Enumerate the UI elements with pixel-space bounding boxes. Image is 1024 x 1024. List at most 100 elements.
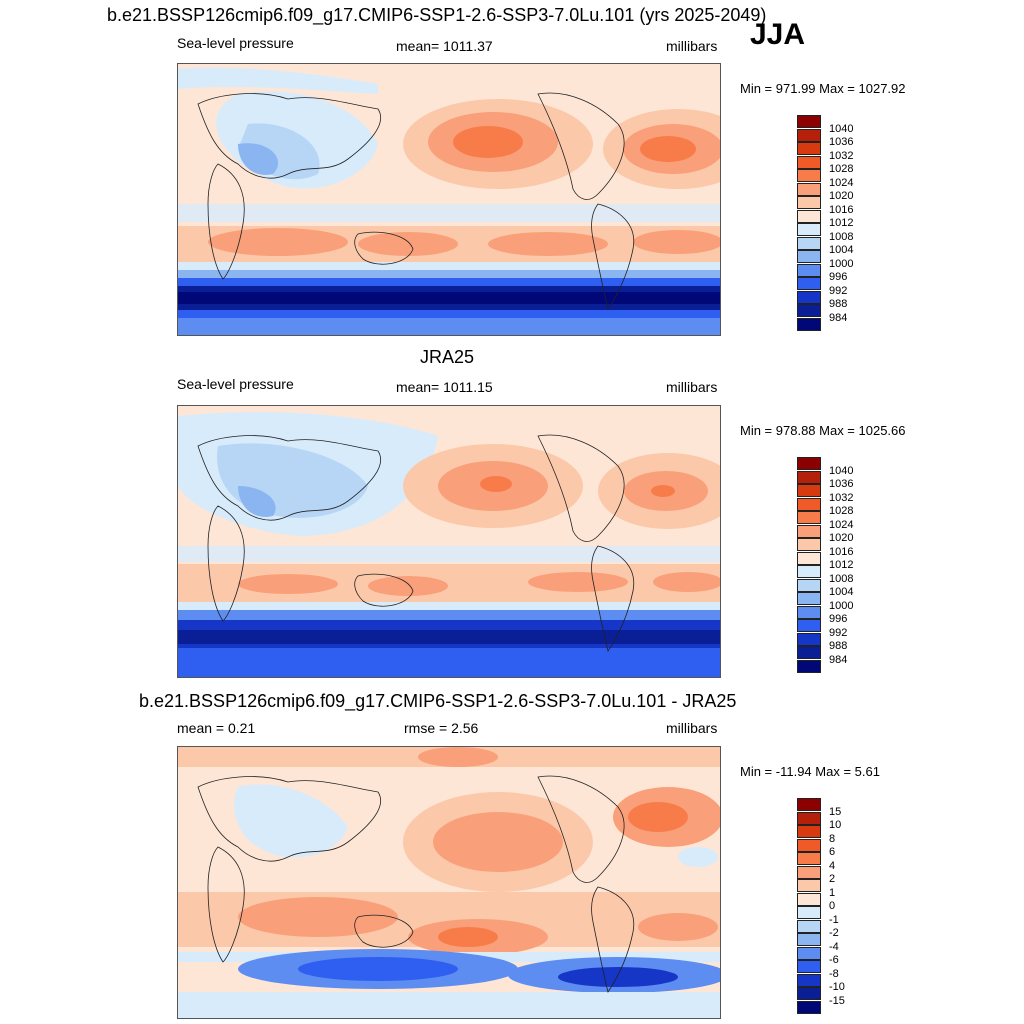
- panel3-units: millibars: [666, 720, 718, 736]
- colorbar-swatch: [797, 892, 821, 906]
- colorbar-label: 1036: [829, 478, 854, 490]
- colorbar-label: 8: [829, 832, 836, 845]
- panel1-units: millibars: [666, 38, 718, 54]
- colorbar-swatch: [797, 317, 821, 331]
- colorbar-swatch: [797, 290, 821, 304]
- colorbar-swatch: [797, 1000, 821, 1014]
- colorbar-swatch: [797, 798, 821, 811]
- colorbar-swatch: [797, 524, 821, 538]
- colorbar-label: 1024: [829, 176, 854, 189]
- colorbar-label: 1020: [829, 532, 854, 544]
- colorbar-swatch: [797, 169, 821, 182]
- colorbar-swatch: [797, 578, 821, 592]
- colorbar-swatch: [797, 511, 821, 524]
- colorbar-label: 10: [829, 819, 842, 831]
- colorbar-label: 1020: [829, 190, 854, 202]
- colorbar-label: 6: [829, 846, 836, 858]
- colorbar-swatch: [797, 879, 821, 892]
- panel3-rmse: rmse = 2.56: [404, 720, 479, 736]
- model-slp-map: [177, 63, 721, 336]
- panel2-mean: mean= 1011.15: [396, 379, 493, 395]
- colorbar-swatch: [797, 155, 821, 169]
- colorbar-swatch: [797, 182, 821, 196]
- colorbar-swatch: [797, 838, 821, 852]
- colorbar-label: -4: [829, 940, 839, 953]
- colorbar-swatch: [797, 497, 821, 511]
- colorbar-swatch: [797, 115, 821, 128]
- colorbar-swatch: [797, 865, 821, 879]
- colorbar-label: 984: [829, 311, 848, 324]
- colorbar-swatch: [797, 250, 821, 263]
- colorbar-swatch: [797, 987, 821, 1000]
- colorbar-swatch: [797, 223, 821, 236]
- colorbar-swatch: [797, 128, 821, 142]
- panel1-mean: mean= 1011.37: [396, 38, 493, 54]
- obs-slp-map: [177, 405, 721, 678]
- colorbar-swatch: [797, 960, 821, 973]
- colorbar-label: -6: [829, 954, 839, 966]
- colorbar-label: 1012: [829, 217, 854, 229]
- colorbar-label: -1: [829, 913, 839, 926]
- panel2-minmax: Min = 978.88 Max = 1025.66: [740, 423, 906, 438]
- colorbar-swatch: [797, 470, 821, 484]
- colorbar-swatch: [797, 619, 821, 632]
- colorbar-swatch: [797, 538, 821, 551]
- colorbar-label: 1040: [829, 122, 854, 135]
- colorbar-swatch: [797, 646, 821, 659]
- colorbar-swatch: [797, 946, 821, 960]
- colorbar-swatch: [797, 825, 821, 838]
- colorbar-swatch: [797, 209, 821, 223]
- colorbar-swatch: [797, 484, 821, 497]
- colorbar-label: 988: [829, 640, 848, 652]
- colorbar-label: 1000: [829, 599, 854, 612]
- colorbar-label: 1040: [829, 464, 854, 477]
- colorbar-swatch: [797, 973, 821, 987]
- colorbar-label: 1004: [829, 244, 854, 256]
- obs-title: JRA25: [420, 347, 475, 367]
- colorbar-label: -15: [829, 994, 845, 1007]
- colorbar-label: 992: [829, 284, 848, 297]
- difference-map: [177, 746, 721, 1019]
- colorbar-swatch: [797, 457, 821, 470]
- colorbar-label: 1016: [829, 203, 854, 216]
- colorbar-swatch: [797, 304, 821, 317]
- colorbar-label: 1028: [829, 505, 854, 517]
- colorbar-label: 1004: [829, 586, 854, 598]
- colorbar-label: 1: [829, 886, 836, 899]
- colorbar-swatch: [797, 551, 821, 565]
- colorbar-label: 1000: [829, 257, 854, 270]
- colorbar-swatch: [797, 263, 821, 277]
- panel2-variable: Sea-level pressure: [177, 376, 294, 392]
- colorbar-label: 1024: [829, 518, 854, 531]
- diff-title: b.e21.BSSP126cmip6.f09_g17.CMIP6-SSP1-2.…: [139, 691, 737, 711]
- colorbar-swatch: [797, 852, 821, 865]
- colorbar-swatch: [797, 933, 821, 946]
- colorbar-swatch: [797, 919, 821, 933]
- colorbar-swatch: [797, 659, 821, 673]
- colorbar-label: 988: [829, 298, 848, 310]
- colorbar-label: 2: [829, 873, 836, 885]
- colorbar-swatch: [797, 811, 821, 825]
- colorbar-label: -10: [829, 981, 845, 993]
- colorbar-label: 1028: [829, 163, 854, 175]
- colorbar-label: -8: [829, 967, 839, 980]
- colorbar-label: 996: [829, 613, 848, 625]
- run-title: b.e21.BSSP126cmip6.f09_g17.CMIP6-SSP1-2.…: [107, 5, 767, 25]
- panel3-mean: mean = 0.21: [177, 720, 256, 736]
- colorbar-label: -2: [829, 927, 839, 939]
- colorbar-label: 4: [829, 859, 836, 872]
- colorbar-label: 1016: [829, 545, 854, 558]
- season-label: JJA: [750, 18, 806, 51]
- colorbar-swatch: [797, 605, 821, 619]
- panel3-minmax: Min = -11.94 Max = 5.61: [740, 764, 880, 779]
- panel1-variable: Sea-level pressure: [177, 35, 294, 51]
- colorbar-label: 992: [829, 626, 848, 639]
- colorbar-label: 1032: [829, 491, 854, 504]
- colorbar-swatch: [797, 906, 821, 919]
- colorbar-swatch: [797, 236, 821, 250]
- colorbar-label: 1032: [829, 149, 854, 162]
- colorbar-label: 984: [829, 653, 848, 666]
- panel1-minmax: Min = 971.99 Max = 1027.92: [740, 81, 906, 96]
- colorbar-label: 1008: [829, 572, 854, 585]
- colorbar-label: 1008: [829, 230, 854, 243]
